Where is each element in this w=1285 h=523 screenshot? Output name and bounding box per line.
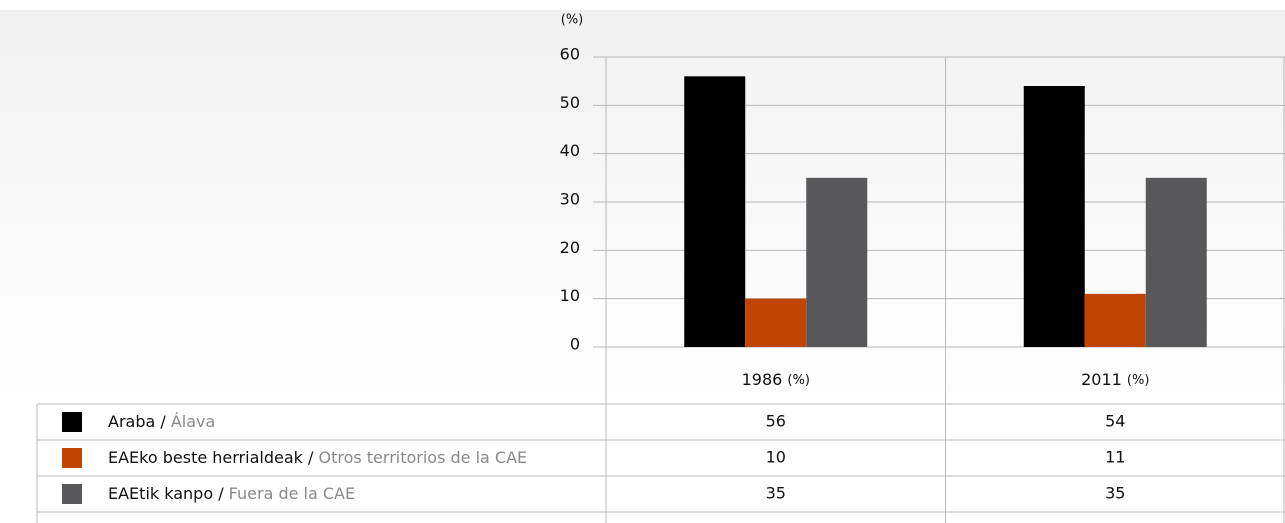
y-tick-label: 10	[560, 286, 580, 305]
table-value: 35	[766, 484, 786, 503]
legend-swatch	[62, 412, 82, 432]
table-value: 35	[1105, 484, 1125, 503]
table-value: 56	[766, 412, 786, 431]
y-axis-label: (%)	[561, 13, 584, 28]
legend-label: EAEtik kanpo / Fuera de la CAE	[108, 484, 355, 503]
bar	[806, 177, 868, 347]
table-value: 10	[766, 448, 786, 467]
y-tick-label: 50	[560, 93, 580, 112]
category-unit: (%)	[787, 373, 810, 388]
table-value: 11	[1105, 448, 1125, 467]
bar	[1145, 177, 1207, 347]
legend-swatch	[62, 484, 82, 504]
category: 1986	[742, 370, 783, 389]
y-tick-label: 20	[560, 238, 580, 257]
bar	[684, 76, 746, 347]
bar	[1023, 86, 1085, 347]
y-tick-label: 30	[560, 190, 580, 209]
y-tick-label: 0	[570, 335, 580, 354]
legend-label: EAEko beste herrialdeak / Otros territor…	[108, 448, 527, 467]
x-tick-label: 1986 (%)	[742, 370, 810, 389]
legend-swatch	[62, 448, 82, 468]
bar	[745, 298, 807, 347]
y-tick-label: 60	[560, 45, 580, 64]
table-value: 54	[1105, 412, 1125, 431]
legend-label: Araba / Álava	[108, 412, 215, 431]
category: 2011	[1081, 370, 1122, 389]
x-tick-label: 2011 (%)	[1081, 370, 1149, 389]
category-unit: (%)	[1127, 373, 1150, 388]
y-tick-label: 40	[560, 141, 580, 160]
bar	[1084, 293, 1146, 347]
